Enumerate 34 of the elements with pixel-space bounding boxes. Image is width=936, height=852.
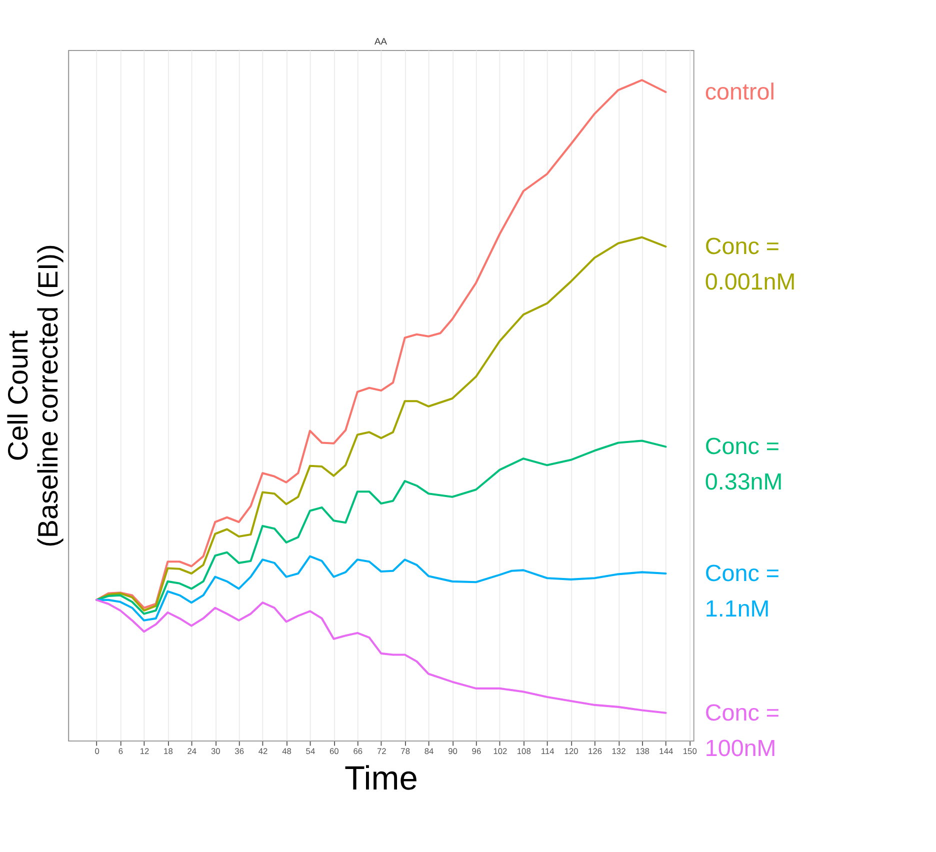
- x-tick-label: 42: [258, 746, 268, 756]
- x-tick-label: 18: [164, 746, 174, 756]
- x-tick-label: 78: [400, 746, 410, 756]
- x-tick-label: 6: [118, 746, 124, 756]
- x-tick-label: 54: [306, 746, 316, 756]
- x-tick-label: 90: [448, 746, 458, 756]
- x-tick-label: 84: [424, 746, 434, 756]
- series-label: Conc = 100nM: [704, 699, 780, 761]
- series-label: control: [704, 78, 775, 104]
- x-tick-label: 96: [472, 746, 482, 756]
- x-tick-label: 72: [376, 746, 387, 756]
- series-label: Conc = 0.001nM: [704, 233, 796, 294]
- chart-title: AA: [374, 36, 388, 46]
- x-tick-label: 0: [94, 746, 100, 756]
- x-tick-label: 108: [516, 746, 532, 756]
- x-tick-label: 30: [210, 746, 221, 756]
- x-tick-label: 150: [682, 746, 698, 756]
- x-tick-label: 102: [493, 746, 508, 756]
- series-label: Conc = 0.33nM: [704, 433, 783, 495]
- x-tick-label: 66: [353, 746, 363, 756]
- x-tick-label: 36: [234, 746, 244, 756]
- x-tick-label: 120: [564, 746, 579, 756]
- x-tick-label: 12: [140, 746, 150, 756]
- x-tick-label: 48: [282, 746, 292, 756]
- x-tick-label: 132: [612, 746, 626, 756]
- x-tick-label: 114: [540, 746, 555, 756]
- x-tick-label: 24: [187, 746, 197, 756]
- x-axis-title: Time: [344, 760, 418, 798]
- y-axis-title: Cell Count (Baseline corrected (EI)): [2, 244, 64, 548]
- x-tick-label: 144: [659, 746, 674, 756]
- x-tick-label: 138: [635, 746, 650, 756]
- series-label: Conc = 1.1nM: [704, 560, 780, 622]
- x-tick-label: 126: [588, 746, 602, 756]
- x-tick-label: 60: [330, 746, 340, 756]
